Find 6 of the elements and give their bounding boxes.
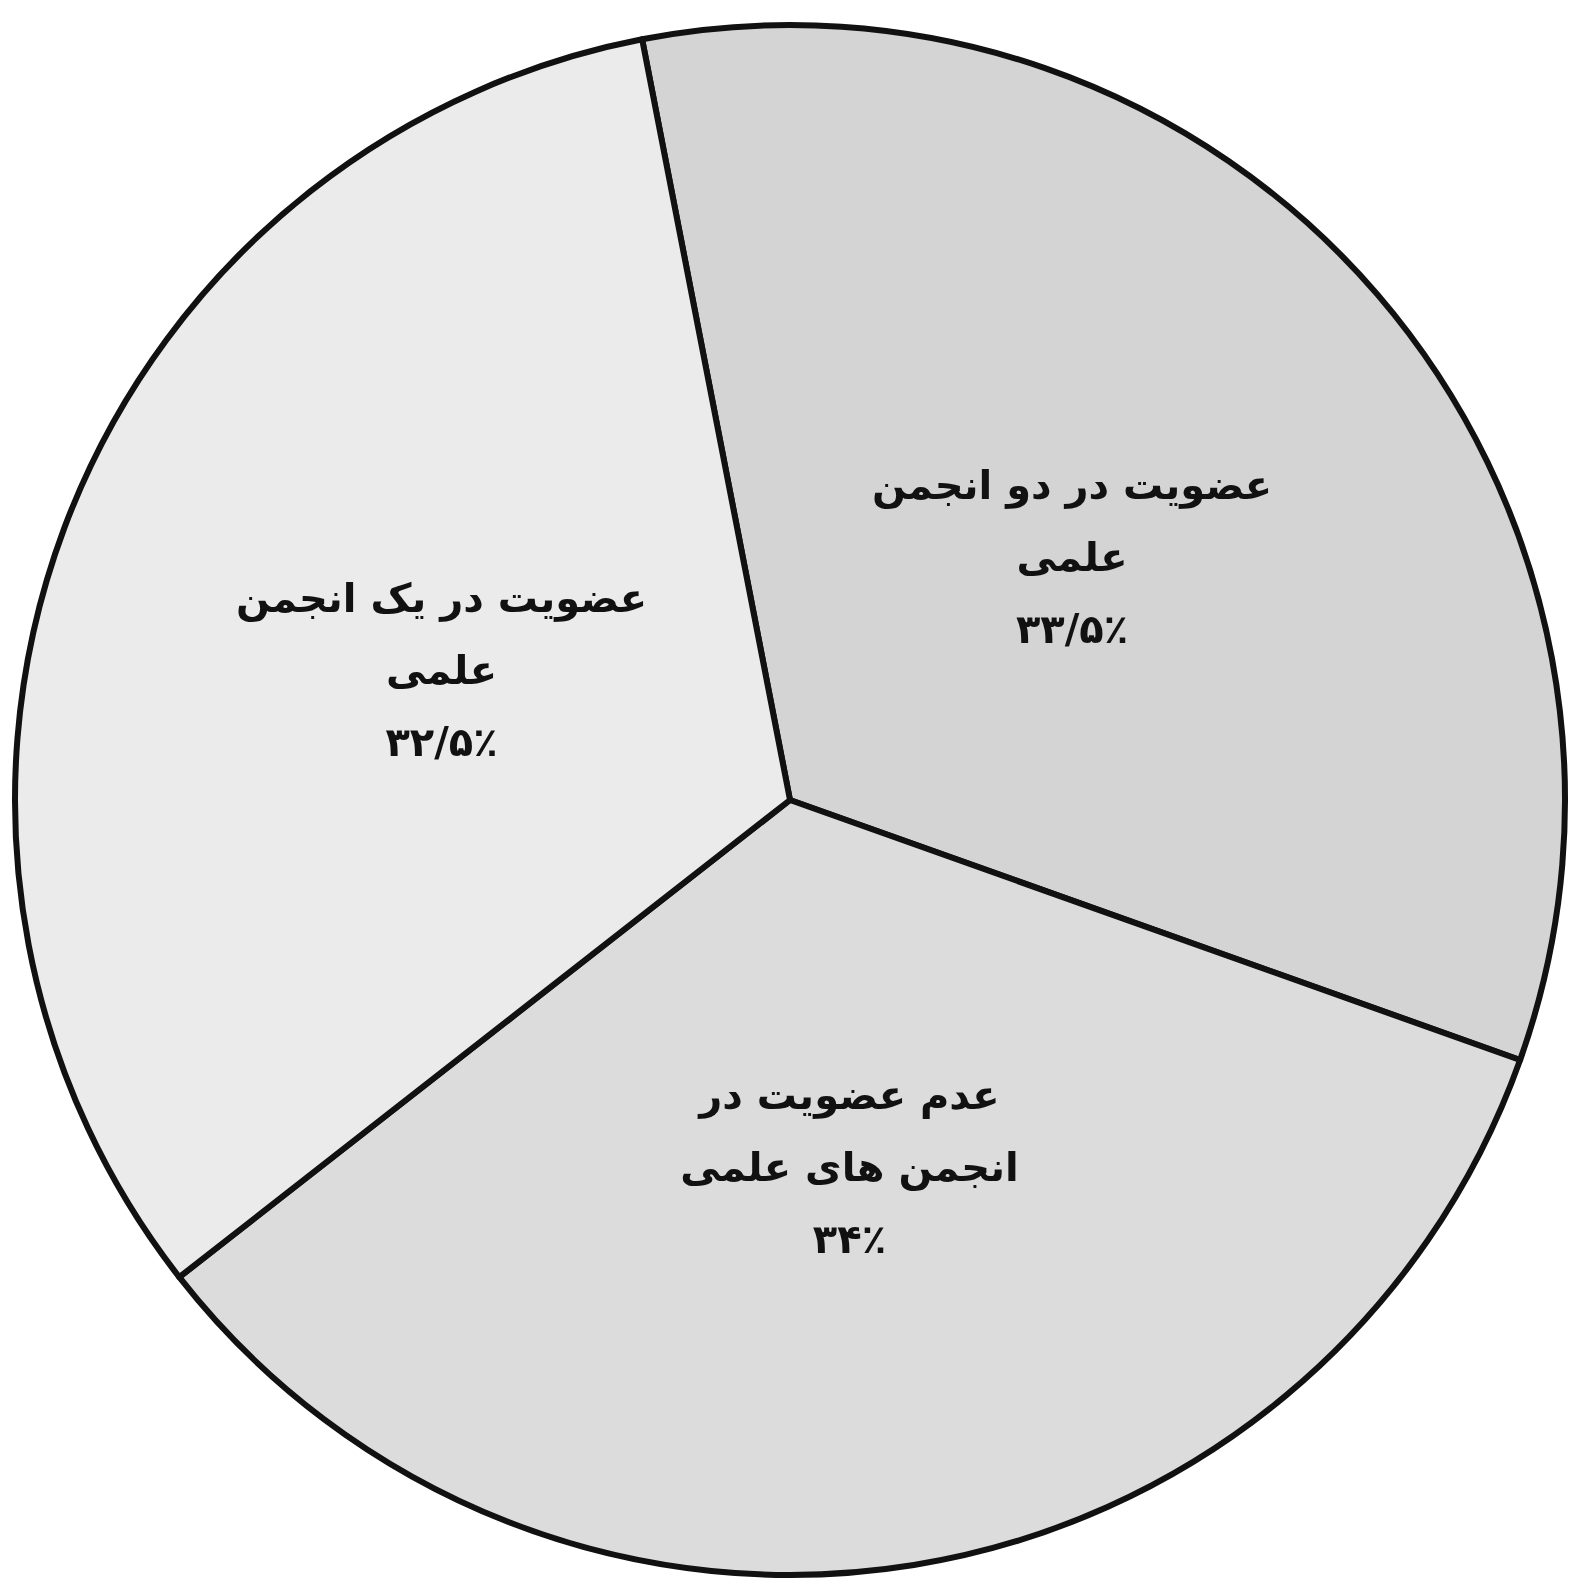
data-label: ۳۳/۵٪ xyxy=(1014,605,1130,655)
slice-label: عضویت در دو انجمن علمی xyxy=(870,461,1274,583)
data-label: ۳۴٪ xyxy=(811,1215,888,1265)
slice-label: عضویت در یک انجمن علمی xyxy=(235,573,648,695)
data-label: ۳۲/۵٪ xyxy=(384,717,499,767)
slice-label: عدم عضویت در انجمن های علمی xyxy=(679,1071,1020,1193)
